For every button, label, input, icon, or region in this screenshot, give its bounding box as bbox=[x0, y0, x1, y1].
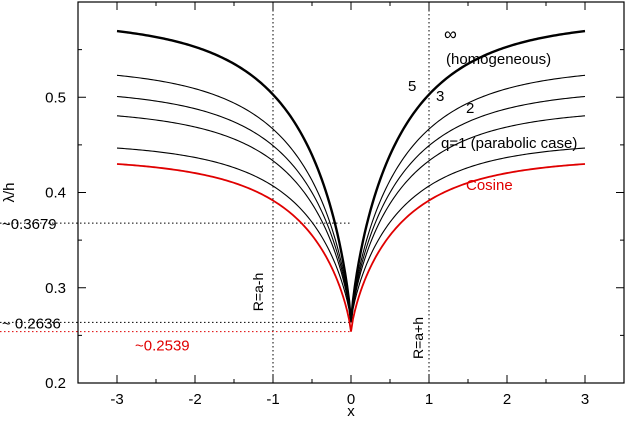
reference-value-label: ~ 0.2636 bbox=[2, 315, 61, 332]
y-axis-label: λ/h bbox=[1, 182, 18, 202]
series-line bbox=[116, 95, 586, 323]
series-label: q=1 (parabolic case) bbox=[441, 135, 577, 152]
y-tick-label: 0.5 bbox=[45, 89, 66, 106]
reference-value-label: ~0.3679 bbox=[2, 216, 57, 233]
series-line bbox=[116, 163, 586, 332]
x-tick-label: -1 bbox=[266, 391, 279, 408]
vertical-reference-label: R=a+h bbox=[410, 317, 426, 359]
x-tick-label: 0 bbox=[347, 391, 355, 408]
vertical-reference-label: R=a-h bbox=[250, 273, 266, 312]
series-label: 3 bbox=[436, 88, 444, 105]
y-tick-label: 0.3 bbox=[45, 280, 66, 297]
series-label: ∞ bbox=[444, 24, 457, 44]
x-tick-label: 2 bbox=[503, 391, 511, 408]
x-tick-label: -2 bbox=[188, 391, 201, 408]
y-tick-label: 0.4 bbox=[45, 185, 66, 202]
x-axis-label: x bbox=[347, 403, 355, 418]
reference-value-label: ~0.2539 bbox=[135, 338, 190, 355]
series-label: (homogeneous) bbox=[446, 51, 551, 68]
series-label: 5 bbox=[408, 78, 416, 95]
series-line bbox=[116, 74, 586, 323]
series-line bbox=[116, 147, 586, 323]
series-line bbox=[116, 29, 586, 323]
x-tick-label: 1 bbox=[425, 391, 433, 408]
series-label: Cosine bbox=[466, 177, 513, 194]
x-tick-label: 3 bbox=[581, 391, 589, 408]
series-label: 2 bbox=[466, 100, 474, 117]
y-tick-label: 0.2 bbox=[45, 375, 66, 392]
x-tick-label: -3 bbox=[110, 391, 123, 408]
